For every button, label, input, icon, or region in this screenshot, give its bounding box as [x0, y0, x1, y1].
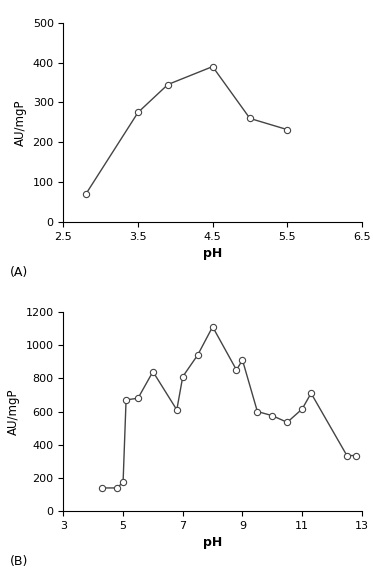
- X-axis label: pH: pH: [203, 537, 222, 549]
- X-axis label: pH: pH: [203, 248, 222, 260]
- Text: (B): (B): [10, 555, 28, 568]
- Y-axis label: AU/mgP: AU/mgP: [7, 389, 20, 435]
- Text: (A): (A): [10, 266, 28, 279]
- Y-axis label: AU/mgP: AU/mgP: [14, 99, 27, 145]
